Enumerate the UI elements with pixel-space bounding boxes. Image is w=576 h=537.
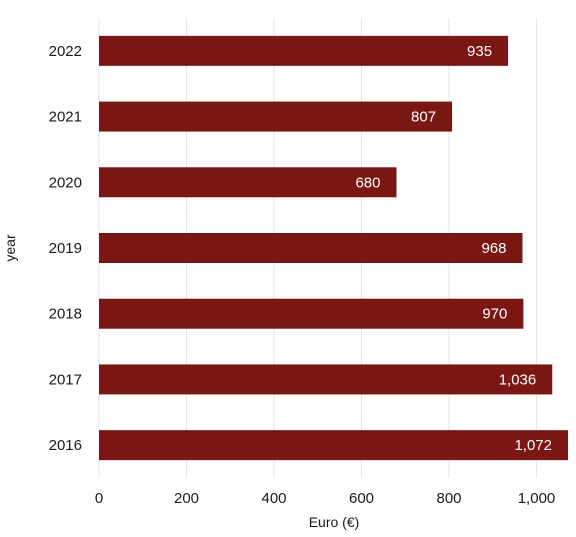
bar (99, 101, 453, 132)
bar (99, 298, 524, 329)
bar (99, 35, 509, 66)
y-tick-label: 2017 (49, 371, 82, 388)
bar-value-label: 970 (482, 306, 507, 323)
bar-value-label: 680 (355, 174, 380, 191)
bar (99, 233, 523, 263)
bar (99, 167, 397, 198)
bar (99, 364, 553, 395)
bars: 935 807 680 968 970 1,036 1,072 (99, 35, 568, 461)
bar-value-label: 968 (481, 240, 506, 257)
y-tick-label: 2016 (49, 437, 82, 454)
x-tick-label: 800 (436, 490, 461, 507)
bar (99, 430, 568, 461)
bar-value-label: 1,072 (514, 437, 552, 454)
bar-value-label: 935 (467, 43, 492, 60)
y-tick-label: 2020 (49, 174, 82, 191)
bar-value-label: 1,036 (499, 371, 537, 388)
y-tick-label: 2021 (49, 109, 82, 126)
x-tick-label: 1,000 (518, 490, 556, 507)
x-tick-label: 600 (349, 490, 374, 507)
x-tick-label: 0 (95, 490, 103, 507)
y-tick-label: 2019 (49, 240, 82, 257)
x-tick-labels: 0 200 400 600 800 1,000 (95, 490, 555, 507)
x-tick-label: 200 (174, 490, 199, 507)
y-tick-label: 2018 (49, 306, 82, 323)
y-axis-title: year (2, 234, 18, 262)
y-tick-labels: 2022 2021 2020 2019 2018 2017 2016 (49, 43, 82, 454)
x-axis-title: Euro (€) (309, 514, 360, 530)
bar-value-label: 807 (411, 109, 436, 126)
x-tick-label: 400 (261, 490, 286, 507)
y-tick-label: 2022 (49, 43, 82, 60)
